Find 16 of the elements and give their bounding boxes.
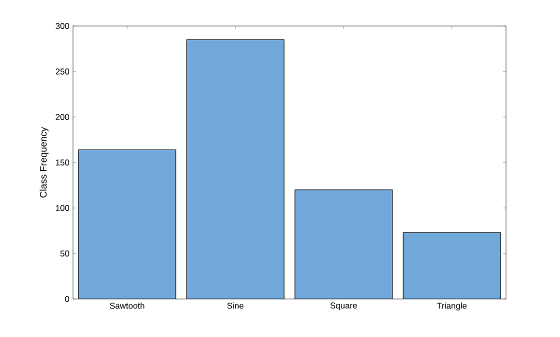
bar	[78, 150, 176, 299]
y-tick-label: 250	[56, 68, 70, 74]
y-tick-label: 150	[56, 160, 70, 166]
x-tick-label: Sine	[227, 302, 244, 309]
bar	[186, 40, 284, 299]
bar	[294, 190, 392, 299]
y-tick-label: 0	[65, 296, 70, 302]
y-tick-label: 100	[56, 205, 70, 211]
x-tick-label: Square	[330, 302, 357, 310]
y-tick-label: 50	[60, 250, 70, 256]
y-axis-title: Class Frequency	[40, 127, 49, 198]
y-tick-label: 300	[56, 23, 70, 29]
x-tick-label: Sawtooth	[110, 302, 144, 309]
bar	[402, 232, 501, 299]
x-tick-label: Triangle	[436, 302, 467, 310]
y-tick-label: 200	[56, 114, 70, 120]
